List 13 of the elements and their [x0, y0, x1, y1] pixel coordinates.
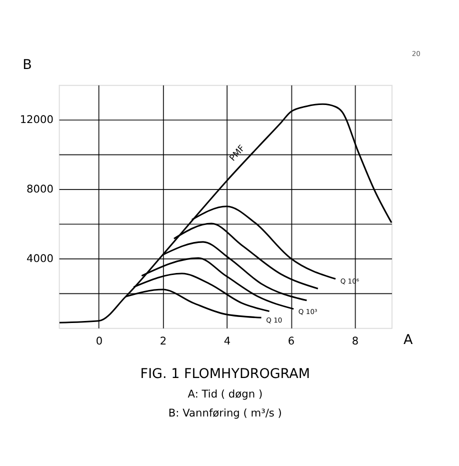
text: FIG. 1 FLOMHYDROGRAM [140, 366, 310, 382]
x-tick-label: 8 [352, 336, 359, 348]
x-tick-label: 2 [160, 336, 167, 348]
x-tick-label: 6 [288, 336, 295, 348]
y-axis-title: B [22, 56, 32, 73]
x-tick-label: 0 [96, 336, 103, 348]
x-tick-label: 4 [224, 336, 231, 348]
text: A: Tid ( døgn ) [188, 388, 263, 400]
y-tick-label: 4000 [26, 252, 54, 265]
y-tick-label: 8000 [26, 183, 54, 196]
x-axis-title: A [404, 332, 414, 348]
text: B: Vannføring ( m³/s ) [168, 408, 282, 420]
y-tick-label: 12000 [20, 114, 54, 126]
